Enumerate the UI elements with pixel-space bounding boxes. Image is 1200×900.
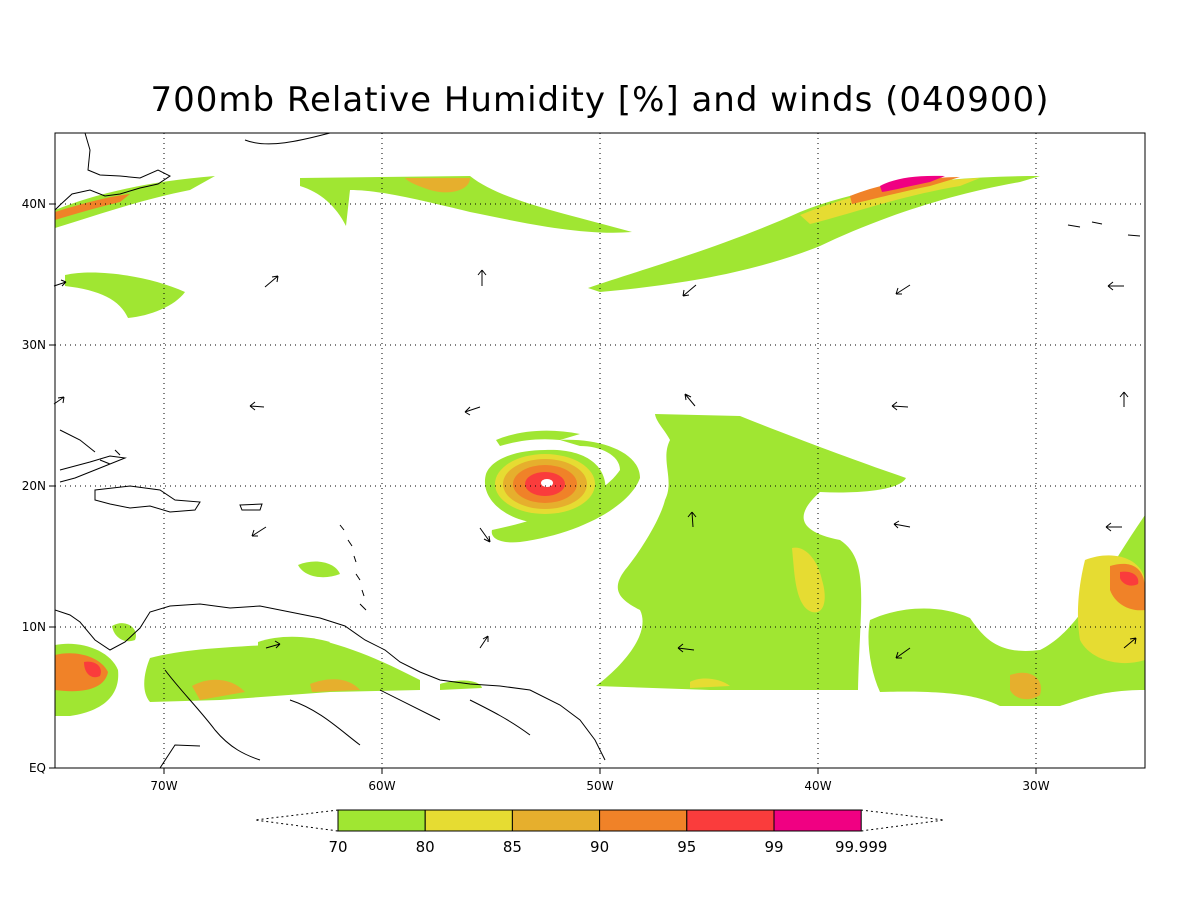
coast-azores [1067,221,1141,237]
coastlines [55,133,1141,768]
wind-arrow [891,401,909,411]
lat-label-10n: 10N [22,620,46,634]
wind-arrow [477,269,487,286]
lat-label-30n: 30N [22,338,46,352]
wind-arrow [251,526,267,537]
wind-arrow [249,401,265,411]
colorbar: 70 80 85 90 95 99 99.999 [254,809,945,856]
hurricane-arc-north [496,430,580,446]
colorbar-segment [511,809,601,832]
humidity-core-south-2 [310,679,360,692]
humidity-blob-west [65,272,185,318]
lat-label-40n: 40N [22,197,46,211]
wind-arrow [265,640,281,649]
coast-north-america-northeast [55,133,171,211]
humidity-core-northwest [55,194,130,220]
colorbar-level-label: 95 [677,838,696,856]
humidity-peak-southwest [84,661,101,678]
hurricane-eye [541,479,553,487]
hurricane-system [484,430,640,543]
colorbar-level-label: 99.999 [835,838,888,856]
coast-hispaniola [94,485,201,513]
wind-arrow [684,393,696,407]
wind-arrow [893,520,911,529]
wind-arrow [1123,637,1137,649]
colorbar-segment [424,809,513,832]
humidity-core-southeast-2 [1010,672,1041,700]
wind-arrow [677,643,695,653]
humidity-blob-guiana [440,680,482,690]
coast-cuba [59,455,127,483]
humidity-core-northeast [800,178,980,224]
latitude-labels: 40N 30N 20N 10N EQ [22,197,46,775]
longitude-labels: 70W 60W 50W 40W 30W [150,779,1049,793]
colorbar-level-label: 85 [503,838,522,856]
lat-label-eq: EQ [29,761,46,775]
humidity-peak-southeast [1110,563,1145,611]
humidity-blob-panama [112,623,136,642]
wind-vectors [53,269,1137,659]
coast-bahamas [59,429,121,465]
wind-arrow [264,275,279,288]
colorbar-left-extension [254,809,339,832]
lon-label-40w: 40W [804,779,831,793]
humidity-core-south-1 [192,679,245,700]
humidity-band-northeast [588,176,1040,292]
colorbar-level-label: 70 [328,838,347,856]
colorbar-level-label: 90 [590,838,609,856]
lat-label-20n: 20N [22,479,46,493]
coast-central-america [55,603,606,761]
wind-arrow [895,284,911,295]
wind-arrow [1119,391,1129,407]
lon-label-70w: 70W [150,779,177,793]
wind-arrow [464,406,481,416]
wind-arrow [895,647,911,659]
lon-label-60w: 60W [368,779,395,793]
colorbar-level-label: 80 [416,838,435,856]
humidity-blob-caribbean [298,561,340,578]
colorbar-segment [337,809,426,832]
humidity-fill-layer [55,175,1145,716]
colorbar-segment [773,809,862,832]
humidity-core-north [405,178,470,193]
wind-arrow [479,635,489,649]
colorbar-segments [337,809,862,832]
coast-south-america-interior [159,669,531,768]
map-title: 700mb Relative Humidity [%] and winds (0… [150,80,1050,120]
wind-arrow [53,396,65,405]
humidity-peak-northeast [850,177,960,204]
humidity-region-central [596,414,906,690]
humidity-max-southeast [1120,571,1139,586]
coast-nova-scotia [244,133,331,145]
colorbar-segment [599,809,688,832]
wind-arrow [1105,522,1122,532]
lon-label-50w: 50W [586,779,613,793]
wind-arrow [53,279,67,287]
colorbar-labels: 70 80 85 90 95 99 99.999 [328,838,887,856]
colorbar-level-label: 99 [764,838,783,856]
lon-label-30w: 30W [1022,779,1049,793]
humidity-core-central [792,547,825,613]
humidity-blob-venezuela [258,636,330,654]
wind-arrow [479,527,491,543]
wind-arrow [687,511,697,528]
humidity-core-central-south [690,678,730,688]
wind-arrow [1107,281,1124,291]
colorbar-right-extension [860,809,945,832]
humidity-max-northeast [880,175,945,192]
coast-puerto-rico [239,503,263,511]
humidity-band-southeast [868,515,1145,706]
axis-ticks [49,203,1037,774]
humidity-core-southwest [55,653,108,692]
colorbar-segment [686,809,775,832]
humidity-band-northwest [55,176,215,228]
coast-lesser-antilles [339,524,367,611]
wind-arrow [682,284,697,297]
graticule [55,133,1145,768]
